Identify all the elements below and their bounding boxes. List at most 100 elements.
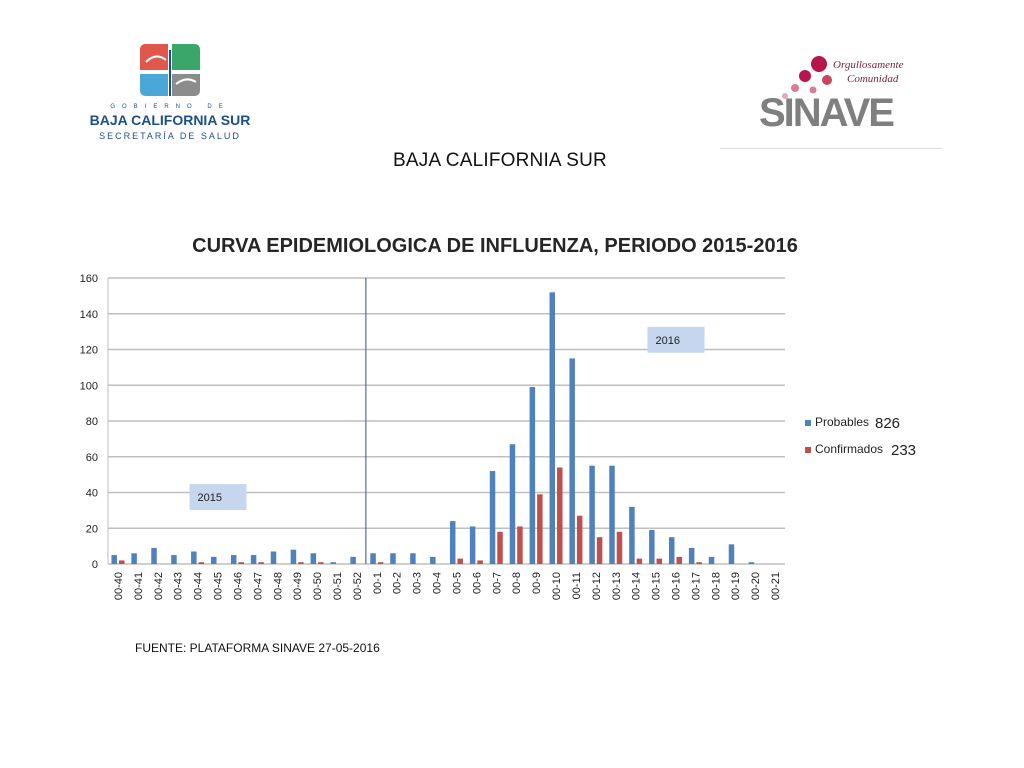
legend-total-probables: 826 (875, 415, 900, 432)
x-tick-label: 00-5 (451, 572, 463, 594)
x-tick-label: 00-6 (471, 572, 483, 594)
epidemic-curve-chart: CURVA EPIDEMIOLOGICA DE INFLUENZA, PERIO… (80, 235, 916, 600)
page-title: BAJA CALIFORNIA SUR (393, 150, 607, 171)
x-tick-label: 00-11 (571, 572, 583, 599)
y-tick-label: 160 (80, 273, 98, 285)
year-annotation-label: 2015 (198, 492, 222, 504)
bar-probables (708, 556, 715, 564)
tagline-line2: Comunidad (847, 73, 899, 85)
department-name: SECRETARÍA DE SALUD (99, 131, 241, 141)
x-tick-label: 00-16 (670, 572, 682, 600)
x-tick-label: 00-48 (272, 572, 284, 600)
bar-confirmados (696, 562, 702, 564)
y-tick-label: 0 (92, 559, 98, 571)
bar-probables (569, 358, 575, 564)
y-tick-label: 60 (86, 452, 98, 464)
bar-probables (310, 553, 317, 564)
bar-probables (449, 521, 456, 564)
bar-confirmados (318, 562, 324, 564)
x-tick-label: 00-41 (133, 572, 145, 600)
bar-probables (350, 556, 356, 564)
state-emblem-icon (140, 44, 200, 96)
bar-probables (668, 537, 675, 564)
bar-confirmados (517, 526, 523, 564)
baja-california-sur-logo (140, 44, 200, 96)
bar-confirmados (537, 494, 543, 564)
bar-probables (529, 387, 536, 564)
x-tick-label: 00-10 (551, 572, 563, 600)
x-tick-label: 00-13 (611, 572, 623, 600)
x-tick-label: 00-14 (631, 572, 643, 600)
year-annotation-label: 2016 (655, 335, 679, 347)
bar-probables (290, 549, 297, 564)
bar-confirmados (636, 558, 643, 564)
bar-confirmados (238, 562, 244, 564)
bar-probables (131, 553, 137, 564)
x-tick-label: 00-20 (750, 572, 762, 600)
bar-probables (330, 562, 336, 564)
x-tick-label: 00-18 (710, 572, 722, 600)
bar-probables (171, 555, 177, 564)
bar-probables (489, 471, 496, 564)
chart-title: CURVA EPIDEMIOLOGICA DE INFLUENZA, PERIO… (192, 235, 798, 257)
bar-probables (748, 562, 755, 564)
bar-confirmados (198, 562, 205, 564)
bar-probables (151, 547, 157, 564)
year-annotation-box (189, 484, 247, 511)
x-tick-label: 00-12 (591, 572, 603, 600)
x-tick-label: 00-21 (770, 572, 782, 600)
bar-probables (469, 526, 476, 564)
gobierno-label: GOBIERNO DE (110, 104, 230, 110)
bar-probables (609, 465, 615, 564)
x-tick-label: 00-51 (332, 572, 344, 600)
bar-confirmados (616, 531, 623, 564)
bar-confirmados (298, 562, 304, 564)
y-tick-label: 140 (80, 309, 98, 321)
bar-probables (370, 553, 376, 564)
bar-probables (509, 444, 516, 564)
bar-probables (688, 547, 695, 564)
source-note: FUENTE: PLATAFORMA SINAVE 27-05-2016 (135, 641, 380, 655)
year-annotation-box (647, 326, 705, 353)
x-tick-label: 00-4 (432, 572, 444, 594)
legend-label-probables: Probables (815, 415, 869, 429)
x-tick-label: 00-45 (213, 572, 225, 600)
bar-probables (549, 292, 556, 564)
x-tick-label: 00-42 (153, 572, 165, 600)
sinave-logo: Orgullosamente Comunidad SINAVE (759, 56, 904, 135)
bar-confirmados (557, 467, 563, 564)
x-tick-label: 00-47 (252, 572, 264, 600)
bar-confirmados (258, 562, 264, 564)
bar-probables (211, 556, 217, 564)
x-tick-label: 00-44 (193, 572, 205, 600)
bar-probables (250, 555, 257, 564)
x-tick-label: 00-49 (292, 572, 304, 600)
y-tick-label: 80 (86, 416, 98, 428)
x-tick-label: 00-46 (232, 572, 244, 600)
x-tick-label: 00-7 (491, 572, 503, 594)
bar-confirmados (497, 531, 503, 564)
x-tick-label: 00-2 (392, 572, 404, 594)
bar-probables (111, 555, 117, 564)
tagline-line1: Orgullosamente (833, 59, 904, 71)
x-tick-label: 00-1 (372, 572, 384, 594)
dots-icon (782, 56, 832, 99)
legend-label-confirmados: Confirmados (815, 442, 883, 456)
x-tick-label: 00-3 (412, 572, 424, 594)
brand-name: SINAVE (759, 91, 894, 135)
x-tick-label: 00-50 (312, 572, 324, 600)
bar-probables (191, 551, 197, 564)
bar-confirmados (118, 560, 125, 564)
header-divider (720, 148, 942, 149)
bar-confirmados (457, 558, 463, 564)
bar-confirmados (676, 556, 682, 564)
x-tick-label: 00-40 (113, 572, 125, 600)
legend-swatch-probables (805, 420, 811, 426)
bar-probables (728, 544, 735, 564)
bar-probables (629, 506, 635, 564)
x-tick-label: 00-19 (730, 572, 742, 600)
bar-probables (390, 553, 396, 564)
x-tick-label: 00-15 (651, 572, 663, 600)
bar-probables (589, 465, 595, 564)
bar-probables (649, 530, 655, 564)
